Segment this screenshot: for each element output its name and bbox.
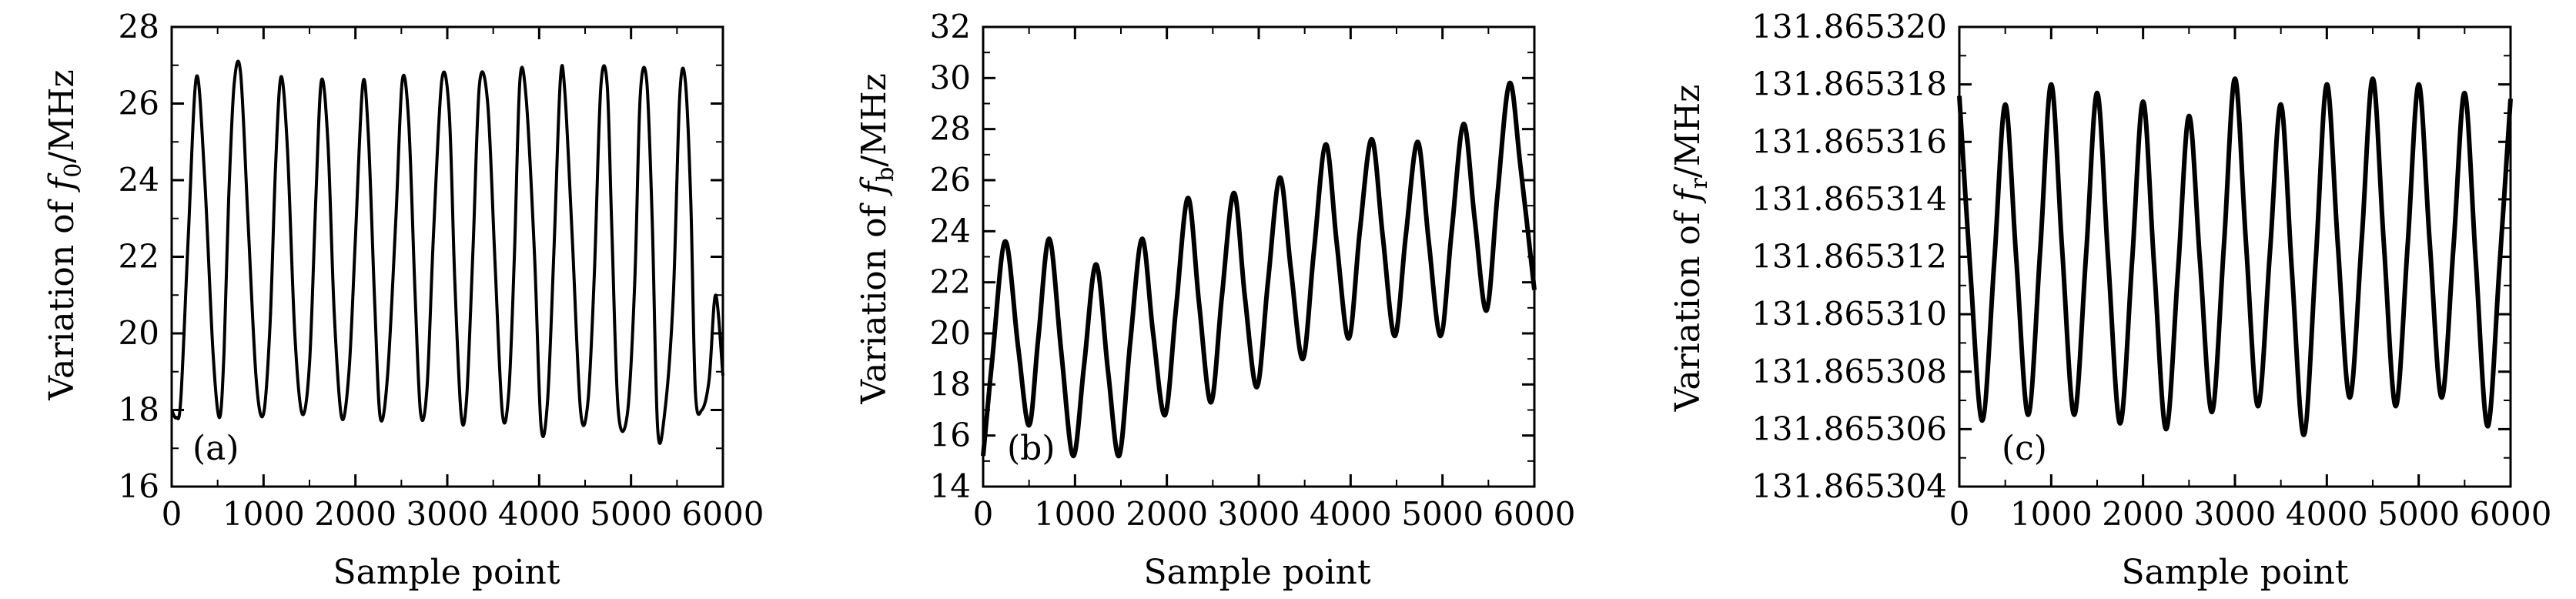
panel-a-ylabel-prefix: Variation of xyxy=(42,190,82,401)
panel-b: Variation of fb/MHz Sample point 0 1000 20… xyxy=(855,8,1575,592)
panel-c-series-line xyxy=(1957,76,2513,437)
panel-a-xtick-label: 0 xyxy=(162,495,182,533)
panel-a-ytick-label: 28 xyxy=(119,8,159,45)
panel-c-xtick-label: 1000 xyxy=(2010,495,2093,533)
panel-b-ylabel-text: Variation of fb/MHz xyxy=(855,73,899,405)
panel-a-xlabel: Sample point xyxy=(333,553,560,592)
panel-a-xtick-label: 4000 xyxy=(498,495,580,533)
panel-b-yaxis-label: Variation of fb/MHz xyxy=(855,73,899,405)
panel-c-xtick-label: 4000 xyxy=(2286,495,2368,533)
panel-a-xtick-label: 2000 xyxy=(314,495,396,533)
panel-b-ylabel-suffix: /MHz xyxy=(855,73,894,166)
panel-c-ytick-label: 131.865306 xyxy=(1751,410,1947,447)
panel-a: Variation of f0/MHz Sample point 0 1000 20… xyxy=(42,8,764,592)
panel-c-ytick-label: 131.865318 xyxy=(1751,65,1947,103)
panel-b-ytick-label: 22 xyxy=(930,263,971,301)
panel-c-xtick-label: 5000 xyxy=(2377,495,2460,533)
panel-c-ylabel-prefix: Variation of xyxy=(1668,202,1708,413)
panel-c-ytick-label: 131.865308 xyxy=(1751,353,1947,390)
panel-c-xtick-label: 2000 xyxy=(2102,495,2184,533)
panel-a-ylabel-subscript: 0 xyxy=(60,163,87,178)
panel-b-xlabel: Sample point xyxy=(1143,553,1370,592)
panel-a-label: (a) xyxy=(192,429,239,468)
panel-b-ytick-label: 16 xyxy=(930,417,971,454)
panel-a-ylabel-text: Variation of f0/MHz xyxy=(42,69,87,400)
panel-c-xtick-label: 0 xyxy=(1949,495,1970,533)
panel-c-label: (c) xyxy=(2002,429,2047,468)
panel-b-yticks: 14 16 18 20 22 24 26 28 30 32 xyxy=(930,8,1534,505)
panel-c-ylabel-text: Variation of fr/MHz xyxy=(1668,85,1713,413)
panel-c-ylabel-suffix: /MHz xyxy=(1668,85,1708,178)
panel-a-xticks: 0 1000 2000 3000 4000 5000 6000 xyxy=(162,27,764,533)
panel-a-series-line xyxy=(170,59,724,445)
panel-c-yaxis-label: Variation of fr/MHz xyxy=(1668,85,1713,413)
panel-b-ytick-label: 28 xyxy=(930,110,971,148)
panel-b-xtick-label: 2000 xyxy=(1126,495,1208,533)
panel-a-yticks: 16 18 20 22 24 26 28 xyxy=(119,8,723,505)
panel-c-xtick-label: 3000 xyxy=(2194,495,2277,533)
panel-a-plot-frame xyxy=(170,25,724,488)
panel-c-ytick-label: 131.865314 xyxy=(1751,180,1947,218)
panel-a-ytick-label: 24 xyxy=(119,161,159,199)
panel-c-xtick-label: 6000 xyxy=(2470,495,2552,533)
panel-c-ytick-label: 131.865312 xyxy=(1751,238,1947,276)
panel-a-xtick-label: 1000 xyxy=(222,495,305,533)
panel-c-plot-frame xyxy=(1958,25,2512,488)
panel-b-ytick-label: 18 xyxy=(930,365,971,403)
panel-c-ytick-label: 131.865316 xyxy=(1751,122,1947,160)
panel-b-ytick-label: 30 xyxy=(930,59,971,96)
panel-a-ytick-label: 22 xyxy=(119,238,159,276)
panel-c-xlabel: Sample point xyxy=(2121,553,2348,592)
panel-a-ylabel-suffix: /MHz xyxy=(42,69,82,162)
panel-c: Variation of fr/MHz Sample point 0 1000 20… xyxy=(1668,8,2551,592)
panel-c-ytick-label: 131.865320 xyxy=(1751,8,1947,45)
panel-c-ytick-label: 131.865310 xyxy=(1751,295,1947,333)
panel-b-xtick-label: 1000 xyxy=(1034,495,1116,533)
panel-a-ytick-label: 18 xyxy=(119,391,159,429)
panel-b-xtick-label: 4000 xyxy=(1310,495,1392,533)
panel-a-xtick-label: 6000 xyxy=(682,495,764,533)
panel-b-xtick-label: 6000 xyxy=(1494,495,1576,533)
panel-b-ylabel-subscript: b xyxy=(872,167,899,182)
panel-b-plot-frame xyxy=(982,25,1536,488)
panel-b-xtick-label: 0 xyxy=(973,495,994,533)
panel-b-series-line xyxy=(981,80,1537,459)
panel-b-label: (b) xyxy=(1007,429,1055,468)
panel-b-xtick-label: 3000 xyxy=(1218,495,1300,533)
panel-a-xtick-label: 5000 xyxy=(590,495,672,533)
panel-a-xtick-label: 3000 xyxy=(406,495,489,533)
panel-b-ytick-label: 20 xyxy=(930,314,971,352)
panel-a-ytick-label: 26 xyxy=(119,85,159,122)
panel-c-ylabel-subscript: r xyxy=(1686,177,1713,189)
panel-c-xticks: 0 1000 2000 3000 4000 5000 6000 xyxy=(1949,27,2552,533)
panel-a-ytick-label: 16 xyxy=(119,467,159,505)
panel-a-yaxis-label: Variation of f0/MHz xyxy=(42,69,87,400)
panel-b-ytick-label: 26 xyxy=(930,161,971,199)
panel-b-ytick-label: 32 xyxy=(930,8,971,45)
panel-b-ytick-label: 14 xyxy=(930,467,971,505)
panel-b-xticks: 0 1000 2000 3000 4000 5000 6000 xyxy=(973,27,1576,533)
panel-b-ylabel-prefix: Variation of xyxy=(855,194,894,405)
panel-b-xtick-label: 5000 xyxy=(1401,495,1484,533)
panel-b-ytick-label: 24 xyxy=(930,212,971,249)
panel-c-ytick-label: 131.865304 xyxy=(1751,467,1947,505)
panel-a-ytick-label: 20 xyxy=(119,314,159,352)
